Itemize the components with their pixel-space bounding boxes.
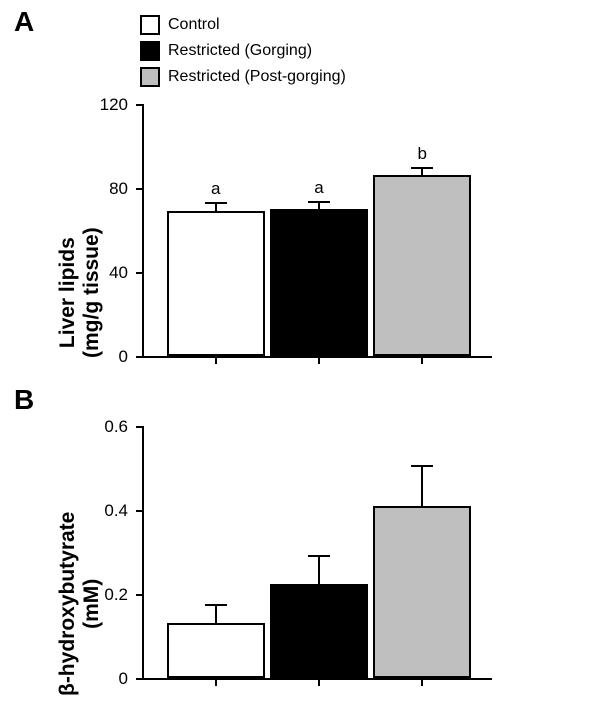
- ylabel-B-line2: (mM): [80, 512, 104, 696]
- ytick-mark: [136, 188, 144, 190]
- ytick-mark: [136, 510, 144, 512]
- plot-area: 00.20.40.6: [142, 428, 492, 680]
- ytick: 0: [119, 347, 144, 367]
- ytick: 80: [109, 179, 144, 199]
- ytick-mark: [136, 272, 144, 274]
- ytick-label: 0.6: [104, 417, 132, 437]
- error-cap: [411, 167, 433, 169]
- ylabel-A-line2: (mg/g tissue): [80, 227, 104, 358]
- error-bar: [421, 466, 423, 506]
- bar: [270, 584, 368, 679]
- ytick-mark: [136, 678, 144, 680]
- ytick-label: 0: [119, 669, 132, 689]
- bar: [167, 211, 265, 356]
- legend-swatch: [140, 67, 160, 87]
- panel-label-A: A: [14, 6, 34, 38]
- ytick: 0.2: [104, 585, 144, 605]
- xtick-mark: [421, 356, 423, 364]
- ytick-label: 0.4: [104, 501, 132, 521]
- legend-item: Restricted (Post-gorging): [140, 64, 346, 90]
- ytick-label: 0.2: [104, 585, 132, 605]
- error-cap: [308, 201, 330, 203]
- significance-label: b: [418, 144, 427, 164]
- ytick-label: 120: [100, 95, 132, 115]
- bar: [270, 209, 368, 356]
- legend-label: Control: [168, 16, 220, 34]
- ytick: 40: [109, 263, 144, 283]
- ylabel-A: Liver lipids (mg/g tissue): [56, 227, 104, 358]
- error-bar: [421, 168, 423, 175]
- ytick: 0: [119, 669, 144, 689]
- ytick-mark: [136, 426, 144, 428]
- ylabel-B: β-hydroxybutyrate (mM): [56, 512, 104, 696]
- chart-B: 00.20.40.6: [142, 428, 492, 680]
- plot-area: 04080120aab: [142, 106, 492, 358]
- legend-item: Restricted (Gorging): [140, 38, 346, 64]
- panel-label-B: B: [14, 384, 34, 416]
- legend-swatch: [140, 15, 160, 35]
- xtick-mark: [318, 678, 320, 686]
- error-bar: [318, 556, 320, 583]
- ytick: 0.6: [104, 417, 144, 437]
- bar: [373, 175, 471, 356]
- ytick-mark: [136, 594, 144, 596]
- error-bar: [215, 605, 217, 624]
- ytick-mark: [136, 356, 144, 358]
- ylabel-A-line1: Liver lipids: [56, 227, 80, 358]
- error-bar: [318, 202, 320, 209]
- error-bar: [215, 203, 217, 211]
- legend-swatch: [140, 41, 160, 61]
- error-cap: [308, 555, 330, 557]
- chart-A: 04080120aab: [142, 106, 492, 358]
- ytick-label: 80: [109, 179, 132, 199]
- ytick-label: 40: [109, 263, 132, 283]
- error-cap: [411, 465, 433, 467]
- ytick-mark: [136, 104, 144, 106]
- legend-item: Control: [140, 12, 346, 38]
- legend-label: Restricted (Post-gorging): [168, 68, 346, 86]
- bar: [373, 506, 471, 678]
- bar: [167, 623, 265, 678]
- xtick-mark: [421, 678, 423, 686]
- xtick-mark: [215, 678, 217, 686]
- ytick: 0.4: [104, 501, 144, 521]
- ylabel-B-line1: β-hydroxybutyrate: [56, 512, 80, 696]
- legend-label: Restricted (Gorging): [168, 42, 312, 60]
- xtick-mark: [215, 356, 217, 364]
- xtick-mark: [318, 356, 320, 364]
- significance-label: a: [211, 179, 220, 199]
- figure-root: A B Control Restricted (Gorging) Restricte…: [0, 0, 601, 714]
- error-cap: [205, 202, 227, 204]
- ytick-label: 0: [119, 347, 132, 367]
- legend: Control Restricted (Gorging) Restricted (P…: [140, 12, 346, 90]
- error-cap: [205, 604, 227, 606]
- significance-label: a: [314, 178, 323, 198]
- ytick: 120: [100, 95, 144, 115]
